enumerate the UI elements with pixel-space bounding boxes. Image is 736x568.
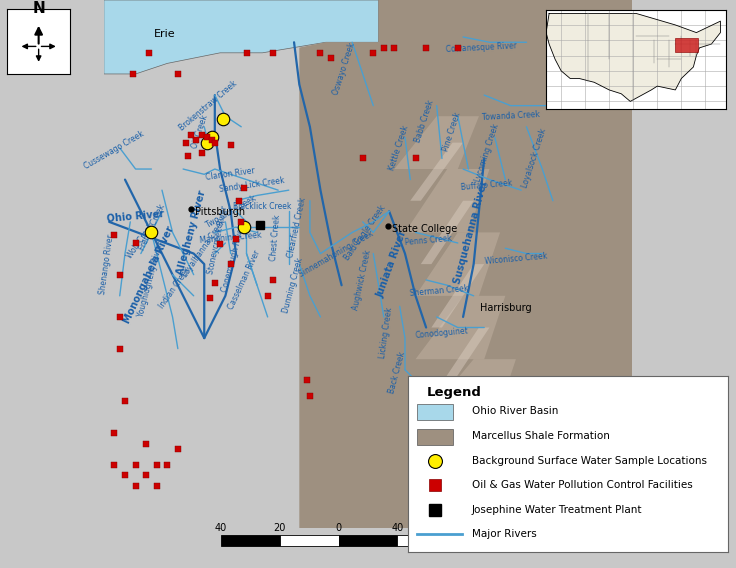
Text: Blacklick Creek: Blacklick Creek <box>233 202 291 211</box>
Text: Sandy Lick Creek: Sandy Lick Creek <box>219 176 285 194</box>
Polygon shape <box>410 143 463 201</box>
Text: Allegheny River: Allegheny River <box>175 189 207 276</box>
Text: Oswayo Creek: Oswayo Creek <box>331 41 357 96</box>
Bar <box>221 535 280 546</box>
Text: Juniata River: Juniata River <box>375 229 408 299</box>
Text: Youghiogheny River: Youghiogheny River <box>136 242 165 318</box>
Text: Conemaugh River: Conemaugh River <box>220 224 247 293</box>
Text: Cowanesque River: Cowanesque River <box>446 41 517 54</box>
Text: Bald Eagle Creek: Bald Eagle Creek <box>343 203 388 262</box>
Polygon shape <box>442 391 495 454</box>
Text: Oil Creek: Oil Creek <box>191 114 210 150</box>
Polygon shape <box>300 0 632 528</box>
Text: Shenango River: Shenango River <box>98 233 116 295</box>
Text: Loyalsock Creek: Loyalsock Creek <box>520 128 548 189</box>
Text: Marcellus Shale Formation: Marcellus Shale Formation <box>472 431 609 441</box>
Polygon shape <box>431 264 484 328</box>
Text: Towanda Creek: Towanda Creek <box>481 110 539 122</box>
Text: Sherman Creek: Sherman Creek <box>410 283 469 298</box>
Text: Wiconisco Creek: Wiconisco Creek <box>484 252 548 266</box>
Text: 40: 40 <box>215 523 227 533</box>
Text: Babb Creek: Babb Creek <box>413 99 435 144</box>
Text: Stoneycreek River: Stoneycreek River <box>206 205 229 275</box>
Text: Casselman River: Casselman River <box>226 249 261 311</box>
Text: Buffalo Creek: Buffalo Creek <box>461 178 513 191</box>
Text: Back Creek: Back Creek <box>387 350 407 394</box>
Polygon shape <box>416 296 506 359</box>
Polygon shape <box>546 14 721 102</box>
Bar <box>339 535 397 546</box>
Bar <box>397 535 450 546</box>
Text: Wolf Creek: Wolf Creek <box>125 221 156 260</box>
Text: Monongahela River: Monongahela River <box>121 224 176 325</box>
Text: 20: 20 <box>274 523 286 533</box>
Text: Conodoguinet: Conodoguinet <box>415 326 469 340</box>
Text: Major Rivers: Major Rivers <box>472 529 537 540</box>
Text: Aughwick Creek: Aughwick Creek <box>351 249 372 311</box>
Text: Legend: Legend <box>427 386 482 399</box>
Polygon shape <box>421 423 526 486</box>
Text: Sinnemahoning Creek: Sinnemahoning Creek <box>297 228 375 278</box>
Polygon shape <box>416 232 500 296</box>
Text: Dunning Creek: Dunning Creek <box>281 257 305 314</box>
Bar <box>417 429 453 445</box>
Text: Kettle Creek: Kettle Creek <box>387 124 410 172</box>
Text: Clearfield Creek: Clearfield Creek <box>286 196 308 258</box>
Text: Clarion River: Clarion River <box>205 166 256 182</box>
Polygon shape <box>104 0 378 74</box>
Text: Josephine Water Treatment Plant: Josephine Water Treatment Plant <box>472 505 643 515</box>
Polygon shape <box>676 38 698 52</box>
Polygon shape <box>405 169 489 232</box>
Text: Oil & Gas Water Pollution Control Facilities: Oil & Gas Water Pollution Control Facili… <box>472 480 693 490</box>
Text: Licking Creek: Licking Creek <box>378 307 394 359</box>
Text: French Creek: French Creek <box>138 203 167 252</box>
Polygon shape <box>421 359 516 423</box>
Text: Harrisburg: Harrisburg <box>480 303 531 312</box>
Text: 0: 0 <box>336 523 342 533</box>
Text: Pine Creek: Pine Creek <box>441 111 462 153</box>
Text: Loyalhanna Creek: Loyalhanna Creek <box>181 218 227 279</box>
Bar <box>280 535 339 546</box>
Polygon shape <box>421 201 474 264</box>
Polygon shape <box>436 328 489 391</box>
Text: 40: 40 <box>392 523 403 533</box>
Text: Erie: Erie <box>154 29 176 39</box>
Text: 80 Kilometers: 80 Kilometers <box>425 523 493 533</box>
Text: Indian Creek: Indian Creek <box>158 265 193 310</box>
Polygon shape <box>394 116 479 169</box>
Text: Cussewago Creek: Cussewago Creek <box>83 130 146 172</box>
Text: Ohio River: Ohio River <box>107 209 165 224</box>
Text: Penns Creek: Penns Creek <box>405 234 453 247</box>
Text: State College: State College <box>392 224 458 235</box>
Text: Pittsburgh: Pittsburgh <box>195 207 245 217</box>
Text: Mahoning Creek: Mahoning Creek <box>199 231 262 245</box>
Text: Chest Creek: Chest Creek <box>269 214 282 261</box>
Bar <box>417 404 453 420</box>
Text: Brokenstraw Creek: Brokenstraw Creek <box>178 79 239 132</box>
Text: Lycoming Creek: Lycoming Creek <box>474 123 501 183</box>
Text: Ohio River Basin: Ohio River Basin <box>472 406 558 416</box>
Text: Susquehanna River: Susquehanna River <box>453 179 489 285</box>
Text: N: N <box>32 1 45 16</box>
Text: Two Lick Creek: Two Lick Creek <box>204 193 258 229</box>
Text: Background Surface Water Sample Locations: Background Surface Water Sample Location… <box>472 456 707 466</box>
